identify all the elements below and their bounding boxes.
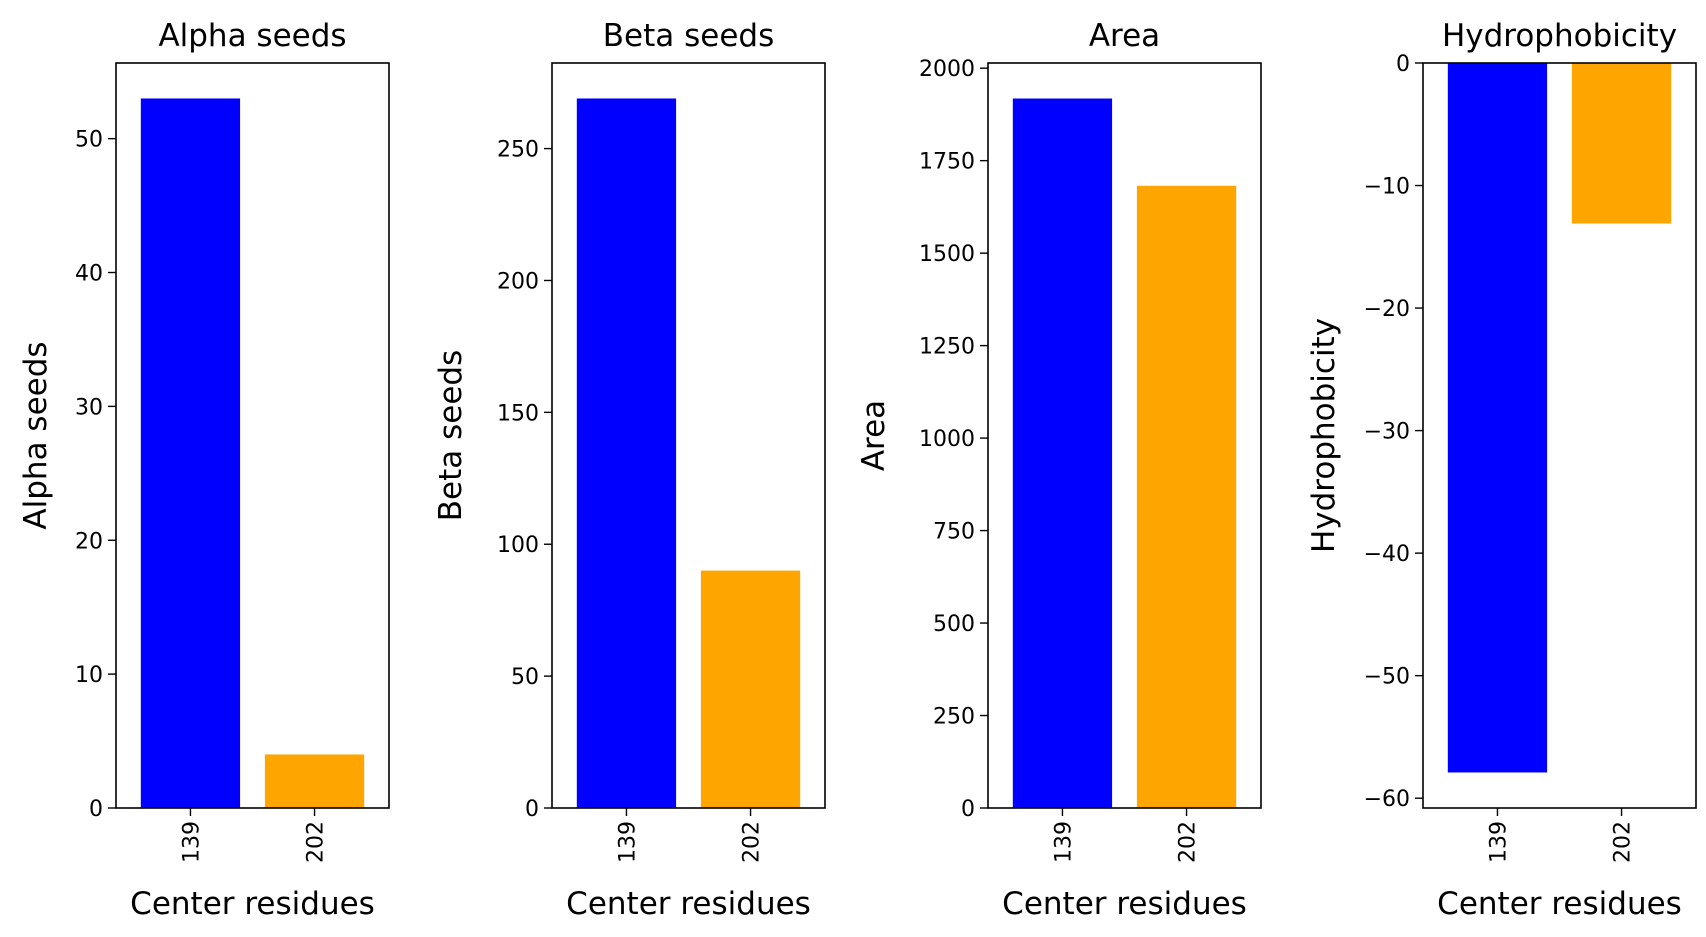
axes-frame [551,62,826,809]
axes-frame [987,62,1262,809]
y-tick-label: 1250 [919,335,975,360]
subplot-title: Hydrophobicity [1442,18,1677,54]
y-axis-label: Beta seeds [433,350,469,521]
ticks-group: 0 50 100 150 200 250 139 202 [497,138,765,863]
bars-group [1012,98,1237,809]
x-axis-label: Center residues [566,886,811,922]
bar-139 [140,98,241,808]
y-tick-label: 0 [1396,52,1410,77]
subplot-beta-seeds: 0 50 100 150 200 250 139 202 Beta seeds Beta se… [433,18,826,922]
y-tick-label: 0 [89,797,103,822]
y-tick-label: 150 [497,401,539,426]
y-tick-label: −10 [1364,175,1410,200]
bar-202 [264,754,365,808]
y-tick-label: 30 [75,395,103,420]
y-tick-label: 50 [511,665,539,690]
y-tick-label: 250 [497,138,539,163]
bar-202 [700,570,801,808]
y-tick-label: −60 [1364,787,1410,812]
y-axis-label: Area [856,400,892,471]
bar-139 [1447,63,1548,773]
y-tick-label: 750 [933,520,975,545]
y-tick-label: −40 [1364,542,1410,567]
bars-group [576,98,801,808]
x-axis-label: Center residues [1002,886,1247,922]
y-tick-label: 250 [933,705,975,730]
ticks-group: 0 10 20 30 40 50 139 202 [75,128,329,863]
y-axis-label: Hydrophobicity [1306,318,1342,553]
x-tick-label: 202 [304,821,329,863]
y-tick-label: 50 [75,128,103,153]
bar-202 [1571,63,1672,224]
subplot-title: Beta seeds [603,18,774,54]
axes-frame [115,62,390,809]
bars-group [1447,63,1672,773]
ticks-group: 0 −10 −20 −30 −40 −50 −60 139 202 [1364,52,1636,863]
y-tick-label: −30 [1364,420,1410,445]
y-tick-label: 100 [497,533,539,558]
x-tick-label: 139 [1051,821,1076,863]
y-tick-label: 0 [525,797,539,822]
bar-139 [1012,98,1113,809]
y-axis-label: Alpha seeds [18,341,54,529]
y-tick-label: 40 [75,262,103,287]
x-tick-label: 139 [179,821,204,863]
subplot-area: 0 250 500 750 1000 1250 1500 1750 2000 139 202 Are… [856,18,1262,922]
x-tick-label: 202 [1176,821,1201,863]
x-axis-label: Center residues [130,886,375,922]
subplot-title: Area [1089,18,1160,54]
subplot-alpha-seeds: 0 10 20 30 40 50 139 202 Alpha seeds Alpha seed… [18,18,390,922]
subplot-hydrophobicity: 0 −10 −20 −30 −40 −50 −60 139 202 Hydrophobicity… [1306,18,1697,922]
x-tick-label: 202 [740,821,765,863]
y-tick-label: 1750 [919,150,975,175]
bar-139 [576,98,677,808]
x-axis-label: Center residues [1437,886,1682,922]
y-tick-label: 10 [75,663,103,688]
y-tick-label: 20 [75,529,103,554]
y-tick-label: 500 [933,612,975,637]
y-tick-label: −20 [1364,297,1410,322]
y-tick-label: 2000 [919,57,975,82]
axes-frame [1422,62,1697,809]
y-tick-label: 200 [497,269,539,294]
bars-group [140,98,365,808]
ticks-group: 0 250 500 750 1000 1250 1500 1750 2000 139 202 [919,57,1201,863]
subplot-title: Alpha seeds [158,18,346,54]
y-tick-label: 1000 [919,427,975,452]
x-tick-label: 139 [1486,821,1511,863]
x-tick-label: 139 [615,821,640,863]
y-tick-label: 1500 [919,242,975,267]
bar-202 [1136,185,1237,809]
y-tick-label: 0 [961,797,975,822]
y-tick-label: −50 [1364,665,1410,690]
x-tick-label: 202 [1611,821,1636,863]
